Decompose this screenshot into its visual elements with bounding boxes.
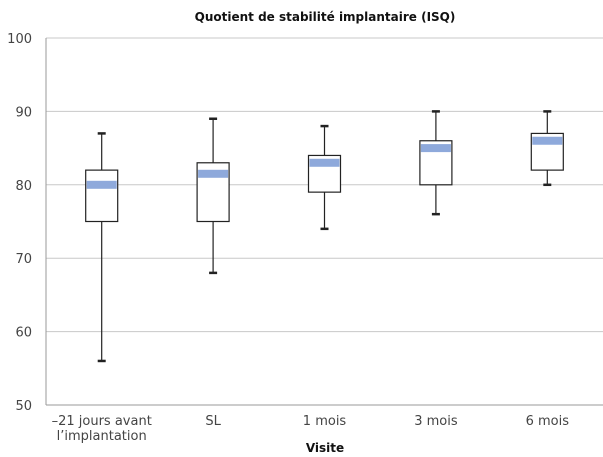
x-tick-label: 3 mois: [414, 414, 458, 429]
x-tick-label-line: l’implantation: [57, 429, 147, 444]
box-group: [307, 124, 342, 231]
y-tick-label: 80: [15, 179, 32, 194]
x-tick-label: 1 mois: [303, 414, 347, 429]
boxes: [85, 110, 564, 363]
x-tick-label-line: SL: [205, 414, 221, 429]
median-band: [532, 136, 563, 145]
box-group: [196, 117, 230, 275]
x-axis-title: Visite: [306, 441, 344, 455]
median-band: [309, 158, 340, 167]
x-tick-label-line: 6 mois: [526, 414, 570, 429]
box-group: [85, 132, 119, 363]
box-body: [85, 169, 119, 223]
x-tick-label-line: 3 mois: [414, 414, 458, 429]
y-tick-label: 70: [15, 252, 32, 267]
y-tick-label: 60: [15, 326, 32, 341]
box-group: [419, 110, 453, 216]
median-band: [198, 169, 229, 178]
x-tick-label-line: 1 mois: [303, 414, 347, 429]
y-tick-label: 90: [15, 105, 32, 120]
chart-title: Quotient de stabilité implantaire (ISQ): [195, 10, 456, 24]
box-group: [530, 110, 564, 187]
x-tick-label: 6 mois: [526, 414, 570, 429]
median-band: [86, 180, 117, 189]
x-axis: –21 jours avant l’implantation SL 1 mois 3 m…: [46, 404, 603, 444]
x-tick-label: –21 jours avant l’implantation: [52, 414, 152, 444]
y-tick-label: 100: [7, 32, 32, 47]
median-band: [420, 144, 451, 153]
x-tick-label-line: –21 jours avant: [52, 414, 152, 429]
y-axis: 50 60 70 80 90 100: [7, 32, 47, 414]
y-tick-label: 50: [15, 399, 32, 414]
x-tick-label: SL: [205, 414, 221, 429]
